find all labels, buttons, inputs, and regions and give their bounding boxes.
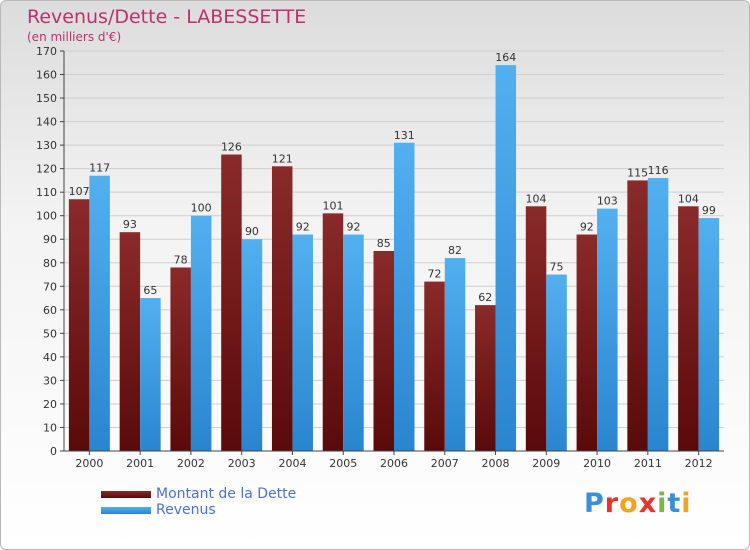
bar-revenue	[698, 218, 720, 451]
y-tick-label: 80	[43, 257, 57, 270]
logo-letter: r	[604, 488, 620, 519]
bar-debt	[271, 166, 293, 451]
bar-debt	[373, 251, 394, 451]
y-tick-label: 40	[43, 351, 57, 364]
bar-revenue	[647, 178, 669, 451]
bar-debt	[525, 206, 547, 451]
chart-title: Revenus/Dette - LABESSETTE	[27, 6, 307, 28]
bar-debt	[678, 206, 699, 451]
bar-revenue	[292, 234, 313, 451]
y-tick-label: 10	[43, 421, 57, 434]
bar-revenue	[89, 175, 110, 452]
x-tick-label: 2010	[583, 457, 611, 470]
x-tick-label: 2002	[177, 457, 205, 470]
x-tick-label: 2007	[431, 457, 459, 470]
data-label: 117	[89, 162, 110, 175]
y-tick-label: 50	[43, 327, 57, 340]
data-label: 85	[377, 237, 391, 250]
bar-revenue	[394, 142, 415, 451]
data-label: 72	[428, 268, 442, 281]
data-label: 116	[648, 164, 669, 177]
data-label: 131	[394, 129, 415, 142]
bar-revenue	[597, 208, 618, 451]
y-tick-label: 70	[43, 280, 57, 293]
x-tick-label: 2001	[126, 457, 154, 470]
data-label: 121	[272, 152, 293, 165]
data-label: 78	[174, 253, 188, 266]
y-tick-label: 130	[36, 139, 57, 152]
data-label: 115	[627, 166, 648, 179]
x-tick-label: 2000	[75, 457, 103, 470]
bar-debt	[221, 154, 242, 451]
bar-debt	[68, 199, 90, 451]
data-label: 101	[322, 199, 343, 212]
bar-revenue	[241, 239, 263, 451]
data-label: 92	[296, 221, 310, 234]
y-tick-label: 160	[36, 69, 57, 82]
bar-revenue	[190, 215, 212, 451]
data-label: 75	[550, 261, 564, 274]
y-tick-label: 20	[43, 398, 57, 411]
data-label: 82	[448, 244, 462, 257]
logo-letter: P	[584, 488, 605, 519]
bar-debt	[424, 281, 445, 451]
data-label: 164	[495, 51, 516, 64]
y-tick-label: 60	[43, 304, 57, 317]
data-label: 93	[123, 218, 137, 231]
x-tick-label: 2008	[482, 457, 510, 470]
data-label: 92	[346, 221, 360, 234]
data-label: 100	[191, 202, 212, 215]
bar-revenue	[546, 274, 567, 451]
logo-letter: x	[638, 488, 658, 519]
data-label: 65	[143, 284, 157, 297]
data-label: 62	[478, 291, 492, 304]
y-tick-label: 140	[36, 116, 57, 129]
bar-revenue	[140, 298, 161, 451]
bar-debt	[119, 232, 141, 451]
data-label: 104	[678, 192, 699, 205]
x-tick-label: 2005	[329, 457, 357, 470]
logo-letter: i	[657, 488, 668, 519]
proxiti-logo: Proxiti	[584, 488, 692, 519]
bar-debt	[170, 267, 191, 451]
logo-letter: i	[681, 488, 692, 519]
bar-debt	[627, 180, 648, 452]
bar-revenue	[444, 258, 466, 451]
data-label: 99	[702, 204, 716, 217]
data-label: 104	[526, 192, 547, 205]
logo-letter: t	[667, 488, 682, 519]
data-label: 107	[69, 185, 90, 198]
y-tick-label: 90	[43, 233, 57, 246]
x-tick-label: 2004	[278, 457, 306, 470]
legend-swatch-revenue	[101, 507, 151, 514]
y-tick-label: 0	[50, 445, 57, 458]
x-tick-label: 2012	[685, 457, 713, 470]
y-tick-label: 100	[36, 210, 57, 223]
y-tick-label: 30	[43, 374, 57, 387]
bar-debt	[475, 305, 496, 451]
bar-debt	[576, 234, 598, 451]
x-tick-label: 2011	[634, 457, 662, 470]
bar-revenue	[495, 65, 517, 451]
y-tick-label: 110	[36, 186, 57, 199]
x-tick-label: 2009	[532, 457, 560, 470]
legend-label-debt: Montant de la Dette	[156, 486, 297, 502]
data-label: 90	[245, 225, 259, 238]
y-tick-label: 120	[36, 163, 57, 176]
legend-swatch-debt	[101, 491, 151, 498]
y-tick-label: 150	[36, 92, 57, 105]
logo-letter: o	[619, 488, 639, 519]
data-label: 103	[597, 195, 618, 208]
legend-label-revenue: Revenus	[156, 502, 216, 518]
chart-subtitle: (en milliers d'€)	[27, 30, 122, 44]
x-tick-label: 2006	[380, 457, 408, 470]
data-label: 92	[580, 221, 594, 234]
data-label: 126	[221, 141, 242, 154]
x-tick-label: 2003	[228, 457, 256, 470]
bar-revenue	[343, 234, 364, 451]
bar-debt	[322, 213, 344, 451]
y-tick-label: 170	[36, 45, 57, 58]
